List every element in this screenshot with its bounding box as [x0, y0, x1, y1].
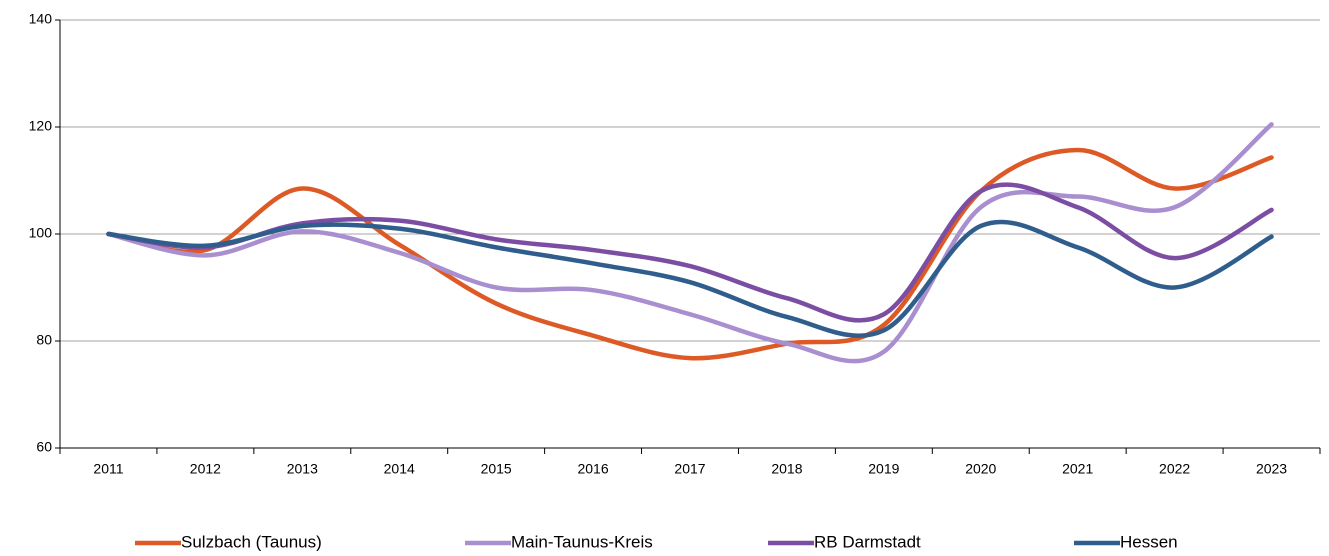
- x-tick-label: 2014: [384, 461, 415, 477]
- legend-label: Main-Taunus-Kreis: [511, 532, 653, 551]
- y-tick-label: 60: [36, 439, 52, 455]
- legend-label: Hessen: [1120, 532, 1178, 551]
- x-tick-label: 2023: [1256, 461, 1287, 477]
- y-tick-label: 120: [29, 118, 53, 134]
- x-tick-label: 2021: [1062, 461, 1093, 477]
- series-line: [106, 122, 1274, 364]
- x-tick-label: 2022: [1159, 461, 1190, 477]
- legend-label: RB Darmstadt: [814, 532, 921, 551]
- x-tick-label: 2019: [868, 461, 899, 477]
- x-tick-label: 2020: [965, 461, 996, 477]
- series-line: [106, 182, 1274, 323]
- x-tick-label: 2015: [481, 461, 512, 477]
- x-tick-label: 2017: [674, 461, 705, 477]
- legend-label: Sulzbach (Taunus): [181, 532, 322, 551]
- series-line: [106, 147, 1274, 361]
- x-tick-label: 2018: [771, 461, 802, 477]
- x-tick-label: 2013: [287, 461, 318, 477]
- y-tick-label: 140: [29, 11, 53, 27]
- x-tick-label: 2016: [577, 461, 608, 477]
- x-tick-label: 2011: [93, 461, 123, 477]
- y-tick-label: 80: [36, 332, 52, 348]
- y-tick-label: 100: [29, 225, 53, 241]
- series-line: [106, 219, 1274, 338]
- x-tick-label: 2012: [190, 461, 221, 477]
